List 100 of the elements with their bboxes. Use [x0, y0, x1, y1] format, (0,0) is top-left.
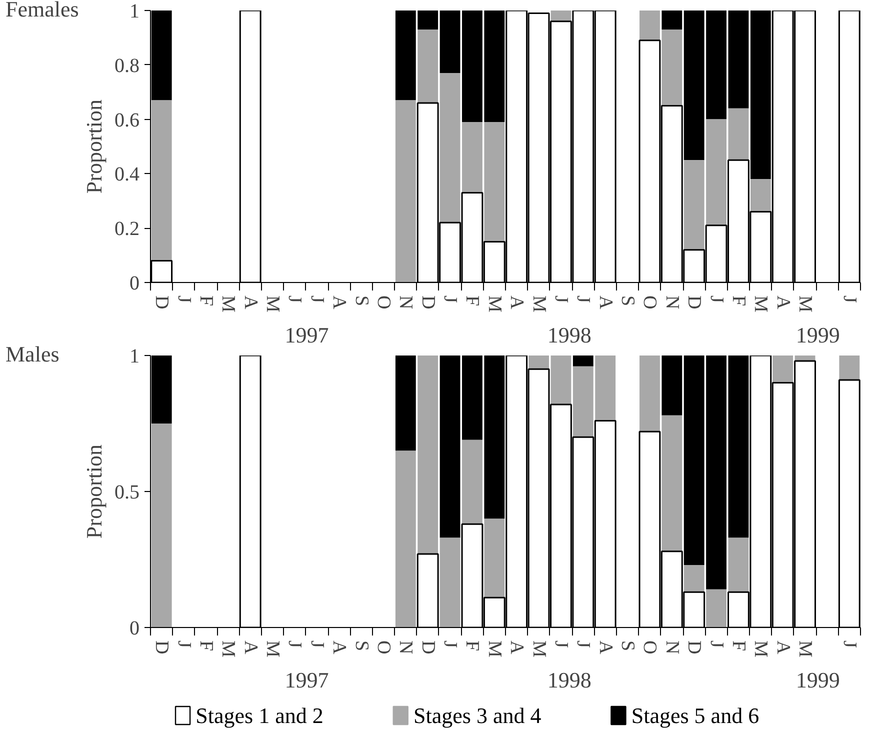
y-tick-label: 0.6 [114, 109, 140, 132]
chart-title: Males [6, 342, 60, 366]
x-tick-label: J [306, 640, 328, 648]
y-tick-label: 1 [130, 0, 140, 22]
x-tick-label: M [262, 640, 284, 658]
x-tick-label: J [838, 296, 860, 303]
x-tick-label: F [728, 296, 749, 306]
x-tick-label: A [240, 640, 261, 654]
bar [772, 356, 794, 383]
x-tick-label: J [706, 640, 727, 648]
y-tick-label: 0 [130, 272, 140, 294]
x-tick-label: J [572, 640, 594, 648]
x-tick-label: F [462, 640, 483, 652]
x-tick-label: M [528, 640, 550, 658]
legend-label: Stages 3 and 4 [414, 703, 542, 728]
x-tick-label: F [462, 296, 483, 306]
x-tick-label: A [594, 640, 616, 654]
x-tick-label: M [218, 640, 239, 658]
bar [151, 100, 172, 261]
x-tick-label: A [772, 640, 794, 654]
x-tick-label: J [173, 640, 194, 648]
bar [728, 108, 749, 160]
x-tick-label: S [350, 640, 372, 652]
x-tick-label: J [572, 296, 594, 303]
text: 1997 [284, 322, 329, 348]
x-tick-label: N [661, 640, 682, 654]
bar [151, 424, 172, 628]
x-tick-label: M [484, 296, 505, 312]
x-tick-label: A [506, 296, 528, 310]
bar [550, 356, 572, 404]
x-tick-label: D [151, 640, 172, 654]
bar [440, 73, 460, 223]
x-tick-label: O [639, 640, 660, 654]
x-tick-label: A [328, 640, 350, 654]
y-axis-title: Proportion [82, 99, 106, 194]
x-tick-label: D [151, 296, 172, 310]
x-tick-label: M [262, 296, 284, 312]
chart-title: Females [6, 0, 79, 22]
x-tick-label: F [195, 640, 216, 652]
bar [528, 356, 549, 370]
text: 1999 [796, 668, 840, 692]
x-tick-label: O [639, 296, 660, 310]
x-tick-label: J [440, 296, 461, 303]
text: 1997 [284, 668, 329, 692]
x-tick-label: M [218, 296, 239, 312]
bar [839, 356, 860, 380]
x-tick-label: F [728, 640, 749, 652]
bar [440, 538, 460, 628]
x-tick-label: D [684, 296, 705, 310]
bar [728, 538, 749, 592]
x-tick-label: J [550, 640, 572, 648]
bar [550, 10, 572, 22]
x-tick-label: M [528, 296, 550, 312]
bar [440, 10, 460, 74]
x-tick-label: M [794, 296, 816, 312]
x-tick-label: O [372, 296, 394, 310]
bar [662, 10, 682, 30]
x-tick-label: D [417, 296, 438, 310]
x-tick-label: S [617, 296, 638, 306]
x-tick-label: N [395, 640, 416, 654]
y-tick-label: 0 [130, 618, 140, 640]
bar [572, 356, 594, 366]
bar [662, 356, 682, 416]
x-tick-label: S [617, 640, 638, 652]
x-tick-label: A [506, 640, 528, 654]
x-tick-label: N [661, 296, 682, 310]
y-tick-label: 0.5 [114, 482, 140, 504]
x-tick-label: J [284, 640, 306, 648]
x-tick-label: J [173, 296, 194, 303]
y-tick-label: 0.4 [114, 164, 140, 186]
x-tick-label: M [794, 640, 816, 658]
bar [395, 356, 416, 451]
text: 1998 [547, 322, 592, 348]
x-tick-label: O [372, 640, 394, 654]
y-tick-label: 1 [130, 346, 140, 368]
legend-label: Stages 1 and 2 [196, 703, 324, 728]
x-tick-label: M [750, 640, 772, 658]
y-axis-title: Proportion [82, 444, 106, 539]
y-tick-label: 0.2 [114, 218, 140, 240]
x-tick-label: A [772, 296, 794, 310]
x-tick-label: D [417, 640, 438, 654]
x-tick-label: J [838, 640, 860, 648]
x-tick-label: S [350, 296, 372, 306]
x-tick-label: J [306, 296, 328, 303]
bar [728, 10, 749, 108]
x-tick-label: M [484, 640, 505, 658]
x-tick-label: F [195, 296, 216, 306]
x-tick-label: D [684, 640, 705, 654]
x-tick-label: J [706, 296, 727, 303]
text: 1998 [547, 668, 592, 692]
y-tick-label: 0.8 [114, 54, 140, 77]
bar [750, 179, 771, 212]
x-tick-label: A [240, 296, 261, 310]
x-tick-label: N [395, 296, 416, 310]
text: 1999 [796, 322, 840, 348]
x-tick-label: J [440, 640, 461, 648]
x-tick-label: A [328, 296, 350, 310]
x-tick-label: A [594, 296, 616, 310]
legend-label: Stages 5 and 6 [631, 703, 760, 728]
x-tick-label: M [750, 296, 772, 312]
